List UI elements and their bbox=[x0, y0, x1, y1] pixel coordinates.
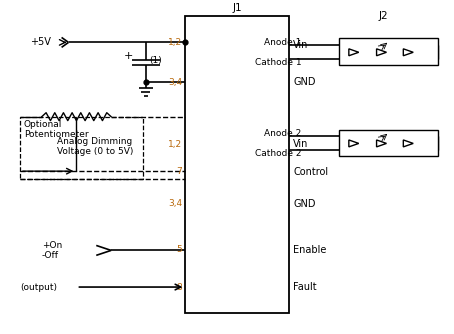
Text: Control: Control bbox=[293, 167, 329, 177]
Bar bbox=[185, 16, 289, 313]
Text: Analog Dimming: Analog Dimming bbox=[57, 137, 132, 146]
Text: GND: GND bbox=[293, 77, 316, 87]
Text: Cathode 2: Cathode 2 bbox=[255, 149, 301, 158]
Text: +: + bbox=[124, 51, 133, 61]
Text: 1,2: 1,2 bbox=[168, 140, 183, 149]
Text: Enable: Enable bbox=[293, 245, 327, 256]
Text: 3,4: 3,4 bbox=[168, 77, 183, 87]
Text: 7: 7 bbox=[177, 167, 183, 176]
Text: J2: J2 bbox=[379, 11, 388, 21]
Text: GND: GND bbox=[293, 199, 316, 209]
Text: -Off: -Off bbox=[42, 251, 59, 260]
Text: +On: +On bbox=[42, 241, 62, 250]
Text: (output): (output) bbox=[20, 283, 57, 292]
Bar bbox=[339, 130, 438, 156]
Text: Voltage (0 to 5V): Voltage (0 to 5V) bbox=[57, 147, 133, 156]
Text: 5: 5 bbox=[177, 245, 183, 254]
Bar bbox=[20, 117, 143, 179]
Text: Vin: Vin bbox=[293, 40, 309, 50]
Text: 1,2: 1,2 bbox=[168, 38, 183, 47]
Text: Anode 2: Anode 2 bbox=[264, 129, 301, 138]
Text: Fault: Fault bbox=[293, 282, 317, 292]
Text: J1: J1 bbox=[232, 3, 242, 13]
Text: Cathode 1: Cathode 1 bbox=[255, 58, 301, 67]
Text: Anode 1: Anode 1 bbox=[264, 38, 301, 47]
Text: 8: 8 bbox=[177, 283, 183, 292]
Text: Optional: Optional bbox=[24, 120, 62, 129]
Text: Potentiometer: Potentiometer bbox=[24, 130, 89, 139]
Text: 3,4: 3,4 bbox=[168, 199, 183, 208]
Bar bbox=[339, 38, 438, 65]
Text: Vin: Vin bbox=[293, 139, 309, 149]
Text: (1): (1) bbox=[150, 56, 163, 65]
Text: +5V: +5V bbox=[30, 37, 51, 47]
